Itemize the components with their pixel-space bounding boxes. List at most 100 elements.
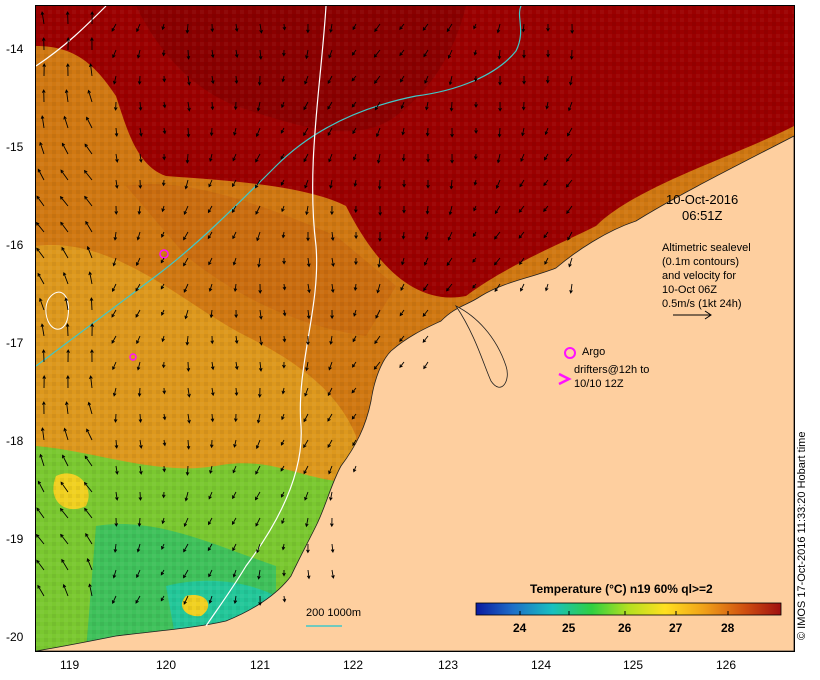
velocity-arrow [354,231,358,240]
velocity-arrow [521,127,525,137]
velocity-arrow [422,23,429,31]
velocity-arrow [281,231,286,239]
velocity-arrow [210,75,215,85]
velocity-arrow [59,507,69,519]
velocity-arrow [42,401,46,415]
velocity-arrow [377,257,382,268]
velocity-arrow [448,75,453,86]
velocity-arrow [400,75,405,83]
velocity-arrow [184,309,189,320]
velocity-arrow [351,387,357,394]
velocity-arrow [543,205,549,213]
velocity-arrow [422,309,429,317]
depth-contour-1000m [36,6,327,627]
velocity-arrow [544,257,549,265]
velocity-arrow [135,257,141,267]
velocity-arrow [543,231,549,239]
velocity-arrow [36,222,45,233]
velocity-arrow [423,361,429,370]
velocity-arrow [327,387,333,397]
velocity-arrow [65,11,70,25]
x-tick-label: 123 [438,658,459,672]
velocity-arrow [424,75,429,84]
velocity-arrow [304,179,309,189]
velocity-arrow [566,153,573,162]
y-tick-label: -20 [6,630,24,644]
drifters-label-2: 10/10 12Z [574,378,624,390]
velocity-arrow [208,517,213,526]
velocity-arrow [207,543,213,552]
velocity-arrow [497,49,502,60]
velocity-arrow [185,153,190,164]
velocity-arrow [185,465,190,476]
map-frame: 10-Oct-2016 06:51Z Altimetric sealevel (… [35,5,795,652]
x-tick-label: 125 [623,658,644,672]
velocity-arrow [353,283,358,292]
velocity-arrow [328,153,333,163]
velocity-arrow [88,271,93,285]
velocity-arrow [60,481,69,493]
velocity-arrow [255,517,261,527]
velocity-arrow [330,283,335,294]
x-tick-label: 121 [250,658,271,672]
velocity-arrow [354,257,358,266]
velocity-arrow [306,309,311,320]
velocity-arrow [160,569,165,576]
velocity-arrow [306,232,310,242]
velocity-arrow [60,169,69,181]
velocity-arrow [84,507,93,519]
x-tick-label: 124 [531,658,552,672]
velocity-arrow [66,349,70,363]
x-tick-label: 122 [343,658,364,672]
velocity-arrow [136,49,141,59]
velocity-arrow [208,257,213,266]
velocity-arrow [184,491,189,502]
velocity-arrow [351,413,357,420]
velocity-arrow [232,153,237,162]
velocity-arrow [352,465,357,473]
velocity-arrow [306,569,311,580]
velocity-arrow [327,127,333,137]
velocity-arrow [207,205,213,214]
velocity-arrow [376,283,381,294]
velocity-arrow [139,465,143,475]
velocity-arrow [161,205,165,213]
velocity-arrow [86,245,93,259]
velocity-arrow [496,153,501,164]
y-tick-label: -19 [6,532,24,546]
velocity-arrow [331,569,335,579]
velocity-arrow [90,349,94,363]
velocity-arrow [474,127,478,134]
velocity-arrow [280,127,285,134]
velocity-arrow [234,361,239,371]
velocity-arrow [378,231,382,242]
velocity-arrow [113,231,118,241]
velocity-arrow [258,595,262,606]
sealevel-loop [45,291,70,330]
velocity-arrow [401,153,406,162]
velocity-arrow [374,75,381,84]
velocity-arrow [329,179,333,189]
velocity-arrow [183,231,189,241]
velocity-arrow [234,309,238,319]
velocity-arrow [258,49,263,60]
velocity-arrow [570,23,574,34]
velocity-arrow [139,439,143,449]
velocity-arrow [136,335,141,345]
legend-line-4: 10-Oct 06Z [662,284,718,296]
velocity-arrow [329,491,333,501]
velocity-arrow [83,169,93,181]
velocity-arrow [400,101,405,110]
velocity-arrow [232,179,237,188]
velocity-arrow [211,387,215,397]
velocity-arrow [449,101,454,112]
velocity-arrow [258,283,262,294]
velocity-arrow [40,427,45,441]
velocity-arrow [424,231,429,241]
velocity-arrow [450,127,454,138]
velocity-arrow [136,23,141,33]
velocity-arrow [115,491,119,501]
velocity-arrow [62,454,69,467]
velocity-arrow [59,195,69,207]
velocity-arrow [473,205,477,212]
